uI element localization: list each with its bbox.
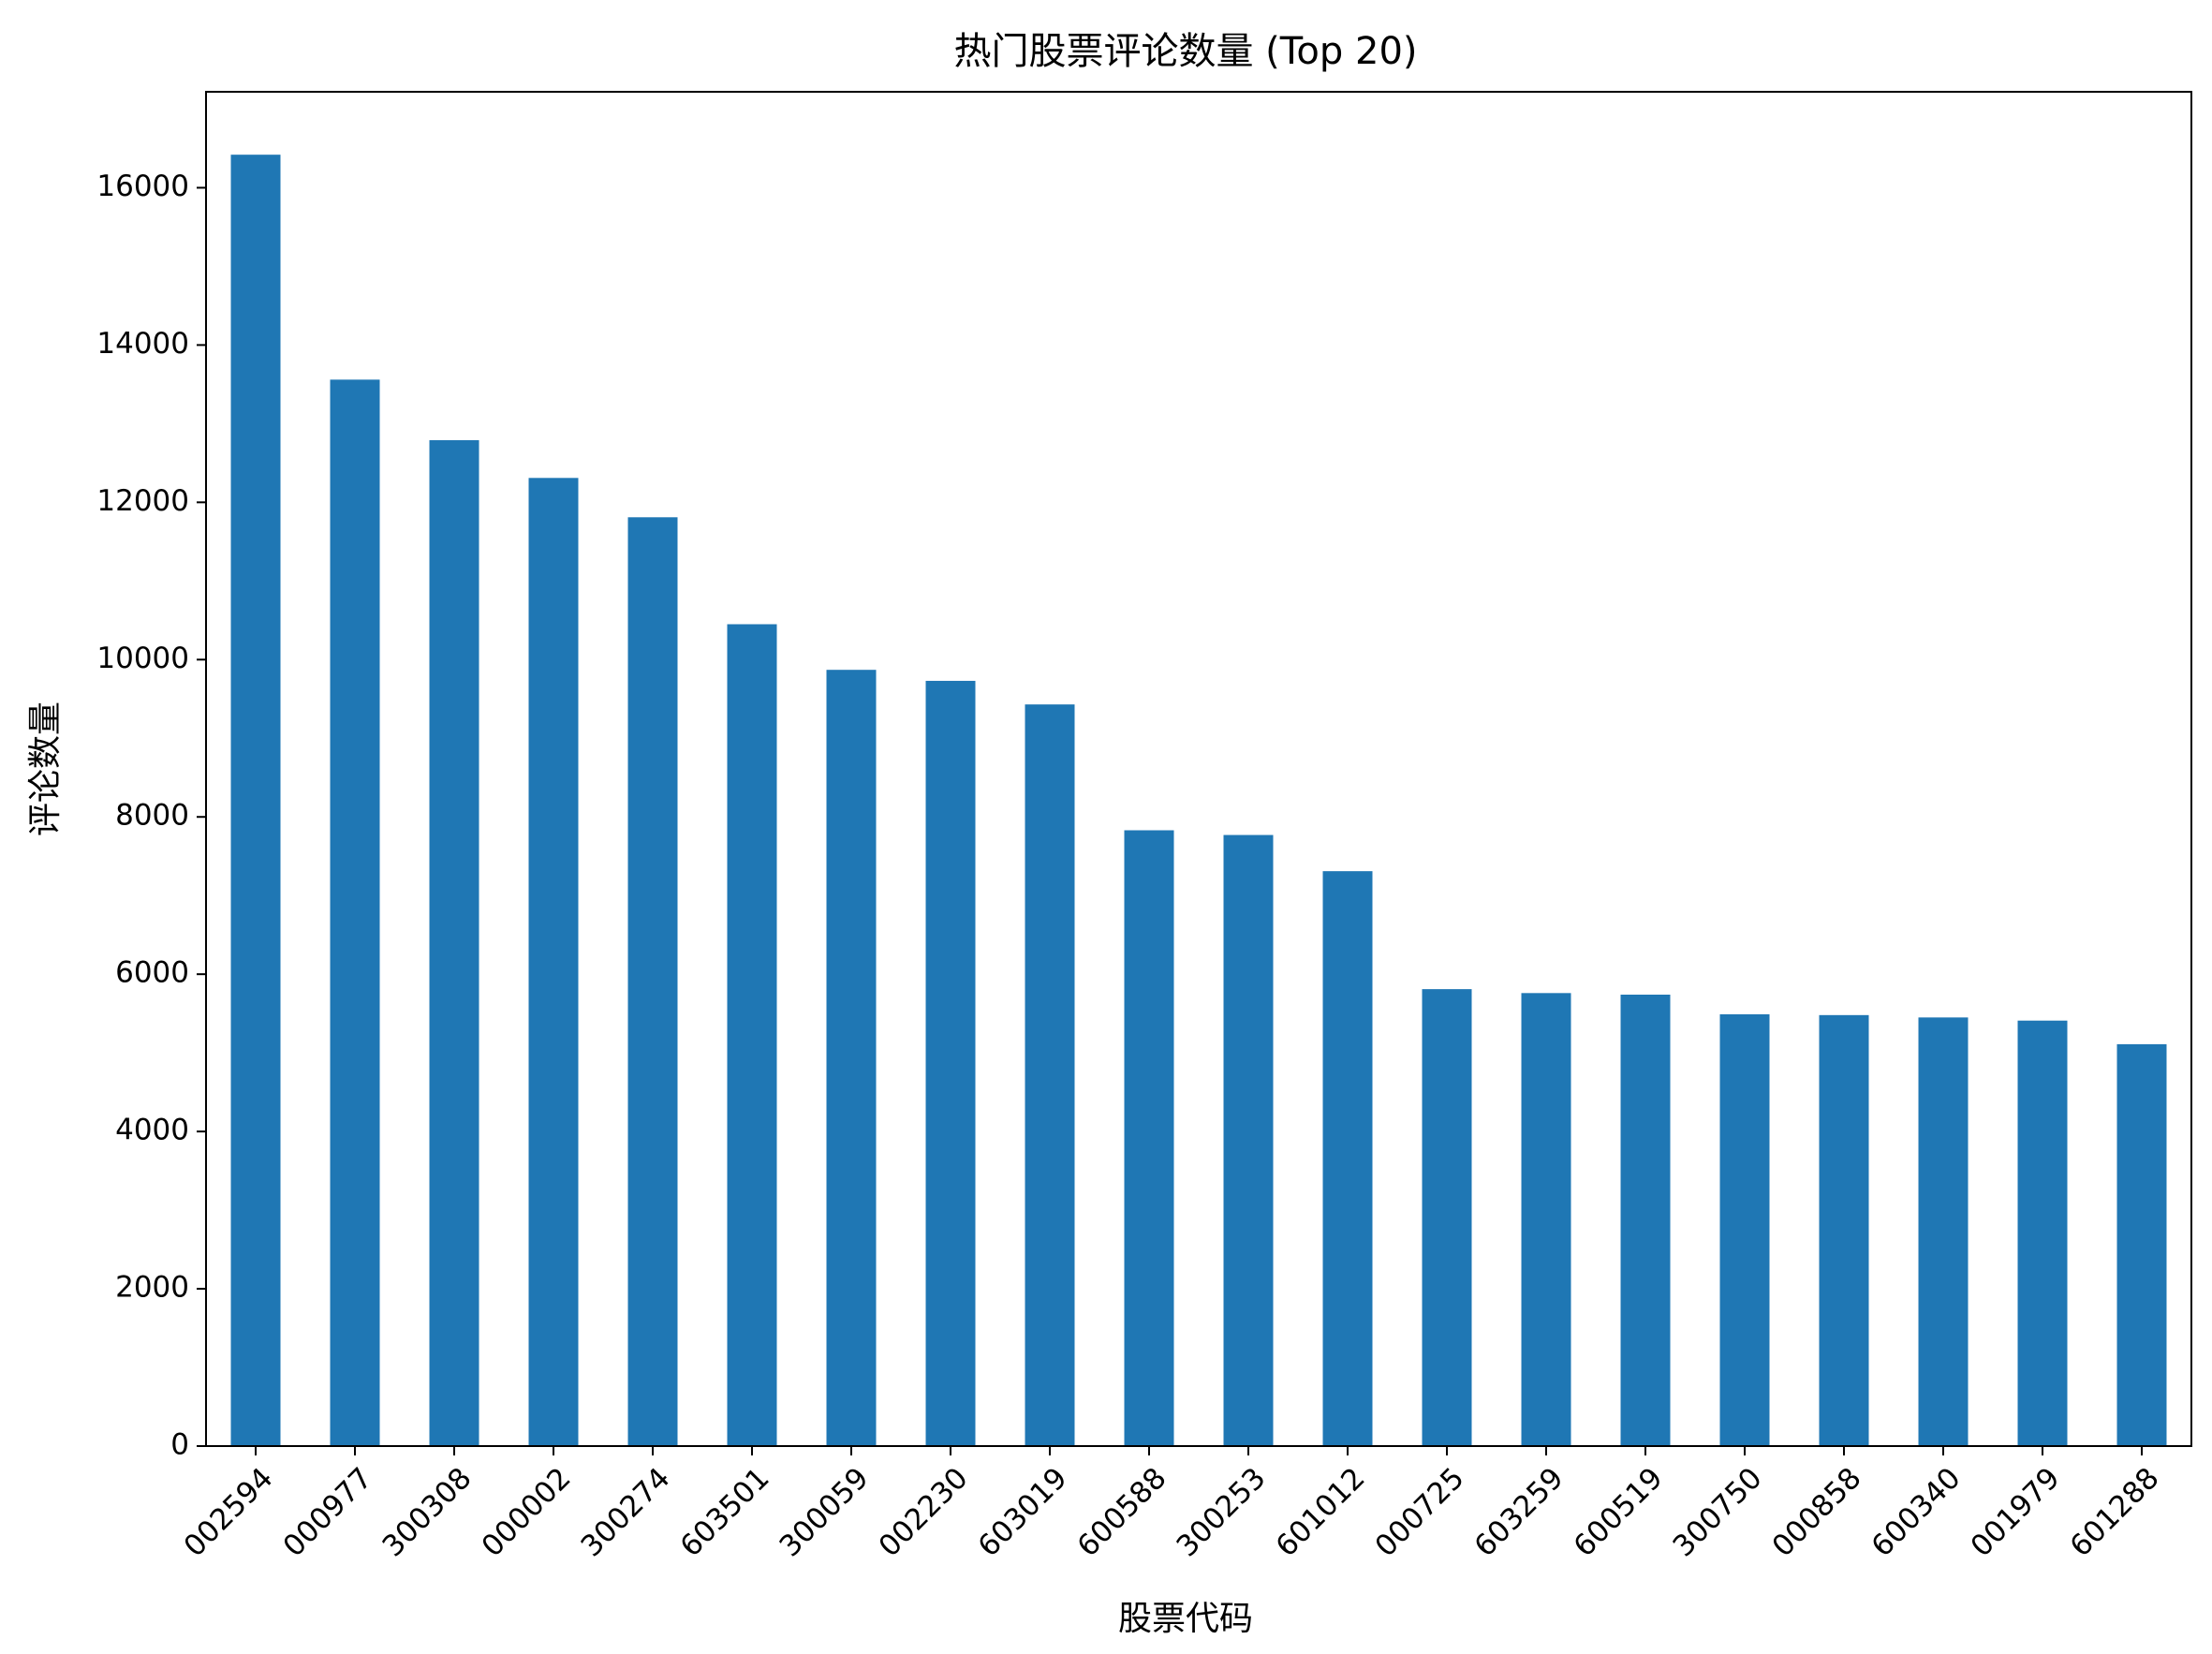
y-tick-label: 0 bbox=[170, 1428, 189, 1462]
bar-603019 bbox=[1025, 704, 1075, 1446]
bar-603501 bbox=[727, 624, 777, 1446]
y-tick-label: 8000 bbox=[115, 799, 189, 833]
y-tick-label: 2000 bbox=[115, 1271, 189, 1305]
y-axis-ticks: 0 2000 4000 6000 8000 10000 12000 14000 16000 bbox=[96, 170, 206, 1462]
y-tick-label: 10000 bbox=[96, 642, 189, 675]
y-axis-title: 评论数量 bbox=[26, 701, 65, 836]
bar-000725 bbox=[1422, 989, 1472, 1446]
plot-frame bbox=[205, 91, 2192, 1447]
bar-000977 bbox=[330, 379, 380, 1446]
bar-600340 bbox=[1918, 1017, 1969, 1446]
x-axis-title: 股票代码 bbox=[1118, 1600, 1253, 1638]
bar-601288 bbox=[2116, 1043, 2167, 1446]
bar-000858 bbox=[1819, 1014, 1869, 1446]
y-tick-label: 6000 bbox=[115, 956, 189, 990]
bar-300750 bbox=[1719, 1013, 1770, 1446]
bar-002230 bbox=[925, 680, 976, 1446]
bar-002594 bbox=[230, 155, 281, 1446]
bar-600519 bbox=[1620, 995, 1671, 1446]
bar-300274 bbox=[627, 517, 678, 1446]
y-tick-label: 4000 bbox=[115, 1114, 189, 1147]
y-tick-label: 16000 bbox=[96, 170, 189, 203]
y-tick-label: 14000 bbox=[96, 327, 189, 361]
bar-601012 bbox=[1322, 871, 1373, 1446]
y-tick-label: 12000 bbox=[96, 484, 189, 518]
bar-000002 bbox=[528, 478, 579, 1447]
bar-001979 bbox=[2017, 1020, 2068, 1446]
bar-600588 bbox=[1124, 830, 1174, 1446]
bars-group bbox=[230, 155, 2167, 1447]
chart-title: 热门股票评论数量 (Top 20) bbox=[953, 30, 1417, 73]
bar-300253 bbox=[1223, 834, 1274, 1446]
bar-300059 bbox=[826, 670, 877, 1446]
bar-603259 bbox=[1521, 993, 1571, 1446]
bar-300308 bbox=[429, 439, 479, 1446]
